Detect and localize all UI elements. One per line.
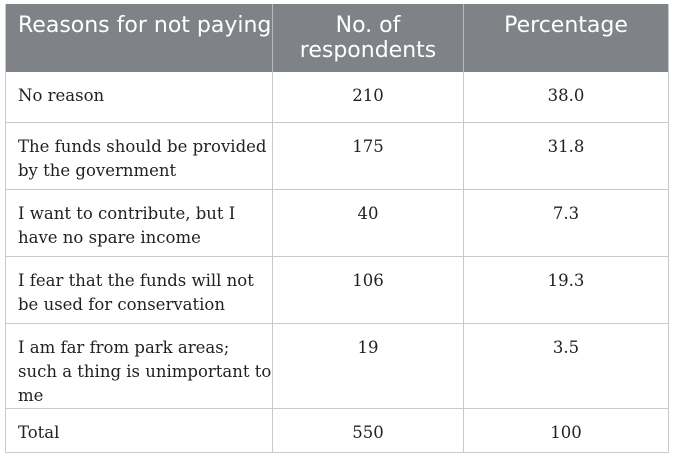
reason-cell: I am far from park areas; such a thing i… — [5, 322, 273, 409]
percentage-cell: 100 — [463, 407, 669, 453]
respondents-cell: 175 — [272, 121, 464, 190]
respondents-value: 19 — [357, 337, 379, 357]
header-reasons: Reasons for not paying — [5, 4, 273, 72]
table-row: The funds should be provided by the gove… — [5, 121, 669, 190]
total-percentage-value: 100 — [550, 422, 582, 442]
reason-text: No reason — [18, 86, 105, 105]
percentage-cell: 7.3 — [463, 188, 669, 257]
percentage-cell: 3.5 — [463, 322, 669, 409]
table-row: I want to contribute, but I have no spar… — [5, 188, 669, 257]
percentage-value: 3.5 — [552, 337, 580, 357]
reason-cell: The funds should be provided by the gove… — [5, 121, 273, 190]
header-percentage-label: Percentage — [504, 13, 628, 38]
respondents-cell: 550 — [272, 407, 464, 453]
respondents-cell: 19 — [272, 322, 464, 409]
respondents-value: 175 — [352, 136, 384, 156]
table-header: Reasons for not paying No. of respondent… — [5, 4, 669, 72]
percentage-cell: 38.0 — [463, 72, 669, 123]
table-row: I am far from park areas; such a thing i… — [5, 322, 669, 409]
reason-cell: No reason — [5, 72, 273, 123]
header-respondents-label: No. of respondents — [299, 13, 437, 63]
table-row: No reason 210 38.0 — [5, 72, 669, 123]
reason-text: I want to contribute, but I have no spar… — [18, 203, 236, 247]
table-row: I fear that the funds will not be used f… — [5, 255, 669, 324]
respondents-value: 40 — [357, 203, 379, 223]
header-reasons-label: Reasons for not paying — [18, 13, 272, 38]
table-row-total: Total 550 100 — [5, 407, 669, 453]
header-row: Reasons for not paying No. of respondent… — [5, 4, 669, 72]
percentage-value: 7.3 — [552, 203, 580, 223]
reason-cell: Total — [5, 407, 273, 453]
data-table: Reasons for not paying No. of respondent… — [5, 4, 669, 453]
respondents-cell: 210 — [272, 72, 464, 123]
percentage-value: 31.8 — [547, 136, 585, 156]
respondents-cell: 106 — [272, 255, 464, 324]
header-respondents: No. of respondents — [272, 4, 464, 72]
reason-text: I am far from park areas; such a thing i… — [18, 337, 272, 405]
reason-cell: I want to contribute, but I have no spar… — [5, 188, 273, 257]
table-body: No reason 210 38.0 The funds should be p… — [5, 72, 669, 453]
percentage-cell: 31.8 — [463, 121, 669, 190]
reason-text: The funds should be provided by the gove… — [18, 136, 267, 180]
table-container: Reasons for not paying No. of respondent… — [5, 4, 669, 453]
percentage-cell: 19.3 — [463, 255, 669, 324]
percentage-value: 19.3 — [547, 270, 585, 290]
respondents-cell: 40 — [272, 188, 464, 257]
percentage-value: 38.0 — [547, 86, 585, 105]
header-percentage: Percentage — [463, 4, 669, 72]
respondents-value: 106 — [352, 270, 384, 290]
total-label: Total — [18, 422, 60, 442]
total-respondents-value: 550 — [352, 422, 384, 442]
reason-cell: I fear that the funds will not be used f… — [5, 255, 273, 324]
respondents-value: 210 — [352, 86, 384, 105]
reason-text: I fear that the funds will not be used f… — [18, 270, 254, 314]
